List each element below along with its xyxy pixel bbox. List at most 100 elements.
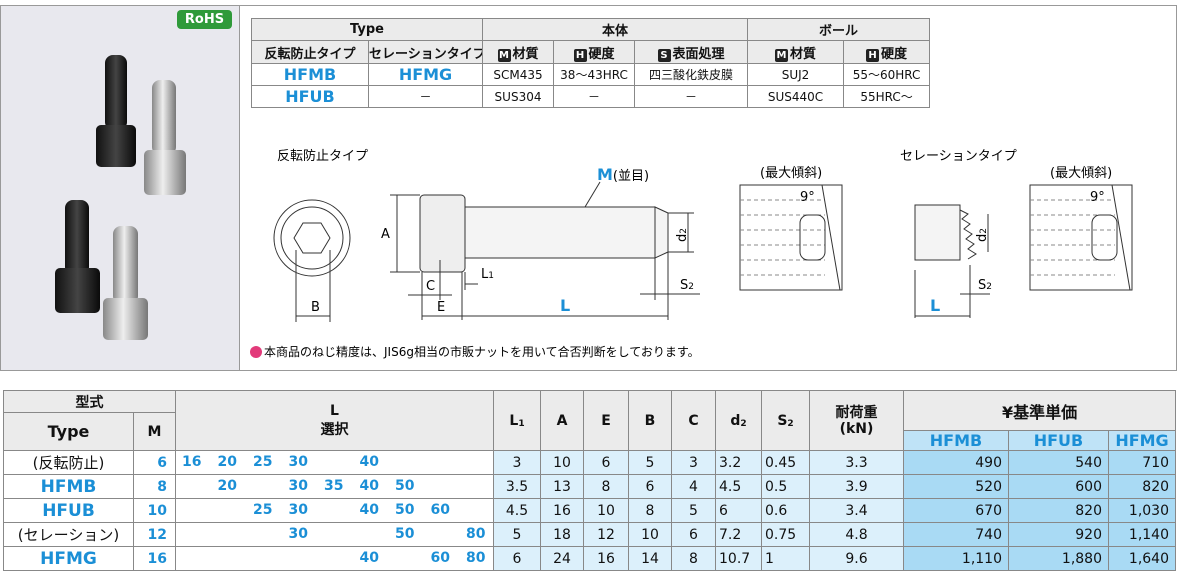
price-header: HFUB xyxy=(1008,430,1109,451)
label: L xyxy=(330,402,339,419)
label-main: L xyxy=(509,412,519,429)
subheader-cell: S 表面処理 xyxy=(634,40,749,64)
cell: SUJ2 xyxy=(747,63,845,86)
subheader-cell: M 材質 xyxy=(747,40,845,64)
length-option: 35 xyxy=(324,478,344,494)
header-cell: 耐荷重 (kN) xyxy=(809,390,904,451)
header-cell: L 選択 xyxy=(175,390,494,451)
dim-cell: 0.5 xyxy=(761,474,810,499)
label: 反転防止タイプ xyxy=(264,46,356,62)
dim-cell: 6 xyxy=(583,450,629,475)
dim-sub: 2 xyxy=(688,282,694,292)
price-cell: 540 xyxy=(1008,450,1109,475)
cell: 55HRC～ xyxy=(843,85,931,108)
header-cell: d2 xyxy=(715,390,762,451)
dim-cell: 0.75 xyxy=(761,522,810,547)
price-cell: 520 xyxy=(903,474,1009,499)
length-option: 30 xyxy=(288,478,308,494)
price-cell: 1,640 xyxy=(1107,546,1177,571)
row: HFMB HFUB HFMG xyxy=(4,430,1177,451)
dim-cell: 8 xyxy=(583,474,629,499)
dim-cell: 18 xyxy=(540,522,584,547)
label: (kN) xyxy=(839,420,874,437)
cell: HFMG xyxy=(367,63,484,86)
header-cell: C xyxy=(671,390,716,451)
dim-cell: 10 xyxy=(583,498,629,523)
note-icon xyxy=(250,346,262,358)
icon: M xyxy=(497,48,511,62)
price-cell: 920 xyxy=(1008,522,1109,547)
label: 硬度 xyxy=(881,46,908,62)
header-cell: 型式 xyxy=(3,390,176,413)
dim-cell: 12 xyxy=(583,522,629,547)
m-cell: 8 xyxy=(133,474,176,499)
dim-cell: 14 xyxy=(628,546,672,571)
dim-cell: 0.45 xyxy=(761,450,810,475)
dim: S2 xyxy=(978,278,992,293)
length-cell: 40 60 80 xyxy=(175,546,494,571)
dim: d2 xyxy=(975,228,990,242)
dim-sub: 1 xyxy=(488,271,494,281)
label-main: S xyxy=(777,412,788,429)
thread-mark: M xyxy=(597,165,613,184)
dim-cell: 3 xyxy=(671,450,716,475)
load-cell: 3.3 xyxy=(809,450,904,475)
title-left: 反転防止タイプ xyxy=(277,148,368,164)
dim-cell: 4.5 xyxy=(715,474,762,499)
price-cell: 1,110 xyxy=(903,546,1009,571)
rohs-badge: RoHS xyxy=(177,10,232,29)
icon: S xyxy=(657,48,671,62)
thread: M(並目) xyxy=(597,165,649,184)
icon: H xyxy=(573,48,587,62)
length-option: 80 xyxy=(466,526,486,542)
length-option: 25 xyxy=(253,502,273,518)
dim-main: d xyxy=(975,234,990,242)
cell: SUS304 xyxy=(482,85,555,108)
length-cell: 25 30 40 50 60 xyxy=(175,498,494,523)
dim-cell: 13 xyxy=(540,474,584,499)
label: セレーションタイプ xyxy=(369,46,483,62)
header-cell: M xyxy=(133,412,176,451)
subheader-cell: H 硬度 xyxy=(553,40,636,64)
row: HFUB 10 25 30 40 50 60 4.5 16 10 8 5 6 0.6 3.4 670 820 1,… xyxy=(3,498,1177,523)
price-cell: 820 xyxy=(1008,498,1109,523)
cell: 55～60HRC xyxy=(843,63,931,86)
m-cell: 10 xyxy=(133,498,176,523)
price-cell: 1,030 xyxy=(1107,498,1177,523)
cell: HFMB xyxy=(251,63,369,86)
dim-cell: 3.5 xyxy=(493,474,541,499)
dim-cell: 4.5 xyxy=(493,498,541,523)
dim-cell: 6 xyxy=(715,498,762,523)
length-option: 40 xyxy=(359,478,379,494)
row: 反転防止タイプ セレーションタイプ M 材質 H 硬度 S 表面処理 M 材質 H 硬度 xyxy=(251,40,931,64)
price-cell: 1,880 xyxy=(1008,546,1109,571)
angle: 9° xyxy=(1090,190,1105,205)
diagram-lines xyxy=(273,181,1133,322)
price-cell: 820 xyxy=(1107,474,1177,499)
label: 材質 xyxy=(790,46,817,62)
row: Type 本体 ボール xyxy=(250,18,931,41)
dim-cell: 16 xyxy=(540,498,584,523)
header-cell: 本体 xyxy=(482,18,749,41)
price-cell: 1,140 xyxy=(1107,522,1177,547)
length-option: 40 xyxy=(359,550,379,566)
dim: L xyxy=(560,296,570,315)
dim: C xyxy=(426,279,435,294)
m-cell: 12 xyxy=(133,522,176,547)
price-cell: 740 xyxy=(903,522,1009,547)
subheader-cell: セレーションタイプ xyxy=(367,40,484,64)
dim-cell: 1 xyxy=(761,546,810,571)
dim-cell: 8 xyxy=(628,498,672,523)
price-header: HFMG xyxy=(1107,430,1177,451)
length-option: 20 xyxy=(217,478,237,494)
dim: B xyxy=(311,300,320,315)
label-sub: 1 xyxy=(518,418,525,429)
header-cell: Type xyxy=(250,18,484,41)
header-cell: S2 xyxy=(761,390,810,451)
dim-cell: 16 xyxy=(583,546,629,571)
row: (セレーション) 12 30 50 80 5 18 12 10 6 7.2 0.75 4.8 740 920… xyxy=(3,522,1177,547)
dim-cell: 3 xyxy=(493,450,541,475)
dim: A xyxy=(381,227,390,242)
header-cell: ¥基準単価 xyxy=(902,390,1177,431)
tilt: (最大傾斜) xyxy=(760,166,822,181)
